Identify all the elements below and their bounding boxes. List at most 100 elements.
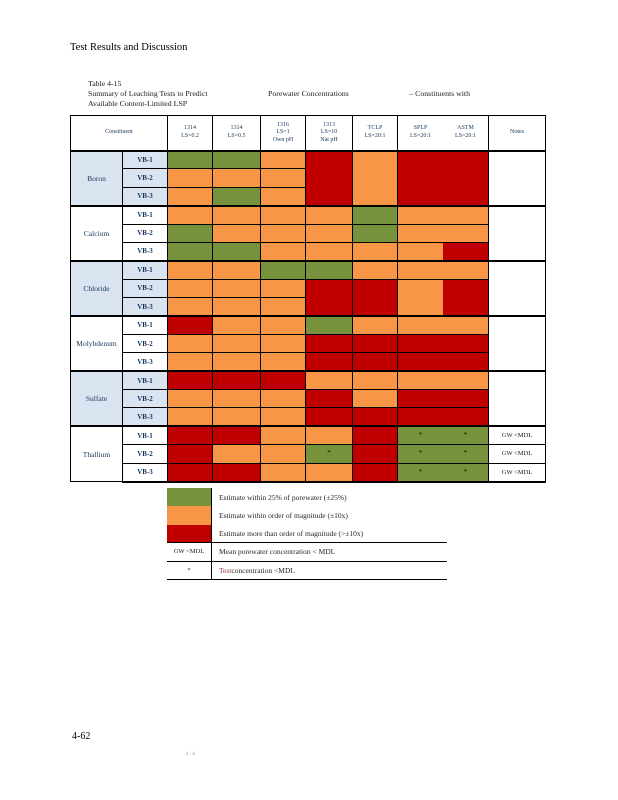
matrix-cell-chloride-vb-2-c1 xyxy=(167,278,214,299)
matrix-row-chloride-vb-2: VB-2 xyxy=(71,278,546,317)
legend-swatch-orange xyxy=(167,506,212,525)
legend-row-3: Estimate more than order of magnitude (>… xyxy=(167,524,447,544)
constituent-sulfate: Sulfate xyxy=(70,370,123,427)
matrix-cell-calcium-vb-3-c3 xyxy=(260,241,307,262)
matrix-cell-sulfate-vb-2-splp-astm xyxy=(397,389,490,409)
matrix-cell-boron-vb-1-c7 xyxy=(443,152,488,205)
constituent-chloride: Chloride xyxy=(70,259,123,317)
results-matrix-table: Constituent 1314 LS=0.2 1314 LS=0.5 1316 LS=1 O… xyxy=(69,115,547,483)
matrix-cell-calcium-vb-2-c4 xyxy=(305,223,354,243)
legend-row-1: Estimate within 25% of porewater (±25%) xyxy=(167,488,447,507)
legend-description-1: Estimate within 25% of porewater (±25%) xyxy=(212,488,447,506)
splp-astm-halves xyxy=(398,390,488,407)
matrix-cell-molybdenum-vb-2-c6 xyxy=(398,335,444,352)
matrix-cell-chloride-vb-1-c4 xyxy=(305,259,354,280)
matrix-cell-molybdenum-vb-1-c3 xyxy=(260,314,307,335)
splp-astm-halves: * * xyxy=(398,428,488,444)
col-header-1316: 1316 LS=1 Own pH xyxy=(260,115,307,152)
note-calcium xyxy=(488,204,547,262)
matrix-cell-calcium-vb-1-splp-astm xyxy=(397,204,490,225)
col-header-1313: 1313 LS=10 Nat pH xyxy=(305,115,354,152)
legend-description-4: Mean porewater concentration < MDL xyxy=(212,543,447,560)
sample-label-molybdenum-vb-3: VB-3 xyxy=(121,352,169,372)
matrix-cell-molybdenum-vb-3-c6 xyxy=(398,353,444,371)
matrix-cell-boron-vb-2-c2 xyxy=(212,168,262,188)
matrix-header-row: Constituent 1314 LS=0.2 1314 LS=0.5 1316 LS=1 O… xyxy=(69,115,547,152)
matrix-cell-calcium-vb-3-c5 xyxy=(352,241,399,262)
matrix-cell-calcium-vb-1-c7 xyxy=(443,207,488,224)
matrix-cell-thallium-vb-3-c5 xyxy=(352,462,399,483)
matrix-cell-thallium-vb-3-c1 xyxy=(167,462,214,483)
legend-text-segment: Estimate more than order of magnitude (>… xyxy=(219,528,364,538)
matrix-cell-calcium-vb-2-c5 xyxy=(352,223,399,243)
sample-label-boron-vb-2: VB-2 xyxy=(121,168,169,188)
col-header-line: LS=20:1 xyxy=(409,132,432,139)
matrix-row-molybdenum-vb-3: VB-3 xyxy=(71,352,546,372)
matrix-cell-sulfate-vb-2-c3 xyxy=(260,389,307,409)
matrix-cell-thallium-vb-2-c4: * xyxy=(305,444,354,464)
col-header-splp-astm: SPLP LS=20:1 ASTM LS=20:1 xyxy=(397,115,490,152)
table-title-part-3: – Constituents with xyxy=(409,89,470,98)
sample-label-chloride-vb-3: VB-3 xyxy=(121,297,169,317)
section-header: Test Results and Discussion xyxy=(70,42,188,53)
matrix-cell-boron-vb-1-c4 xyxy=(305,149,354,207)
matrix-cell-thallium-vb-1-c1 xyxy=(167,425,214,446)
matrix-cell-calcium-vb-3-c6 xyxy=(398,243,444,260)
matrix-cell-calcium-vb-2-c1 xyxy=(167,223,214,243)
matrix-cell-thallium-vb-2-c1 xyxy=(167,444,214,464)
note-thallium-vb-2: GW <MDL xyxy=(488,444,547,464)
matrix-cell-boron-vb-1-c6 xyxy=(398,152,444,205)
legend-text-segment: Estimate within 25% of porewater (±25%) xyxy=(219,492,347,502)
legend-row-2: Estimate within order of magnitude (±10x… xyxy=(167,506,447,525)
col-header-line: LS=20:1 xyxy=(364,132,386,139)
col-header-splp-astm-split: SPLP LS=20:1 ASTM LS=20:1 xyxy=(399,117,488,149)
col-header-line: Nat pH xyxy=(320,136,338,143)
matrix-cell-chloride-vb-1-splp-astm xyxy=(397,259,490,280)
matrix-cell-sulfate-vb-3-c2 xyxy=(212,407,262,427)
col-header-line: SPLP xyxy=(413,125,428,132)
sample-label-sulfate-vb-2: VB-2 xyxy=(121,389,169,409)
col-header-line: Own pH xyxy=(272,136,294,143)
splp-astm-halves xyxy=(398,353,488,371)
matrix-cell-thallium-vb-2-c2 xyxy=(212,444,262,464)
matrix-cell-chloride-vb-1-c2 xyxy=(212,259,262,280)
matrix-row-calcium-vb-1: Calcium VB-1 xyxy=(70,204,547,262)
matrix-row-sulfate-vb-1: Sulfate VB-1 xyxy=(70,370,547,427)
matrix-cell-molybdenum-vb-1-c1 xyxy=(167,314,214,335)
matrix-cell-chloride-vb-1-c5 xyxy=(352,259,399,280)
matrix-cell-chloride-vb-1-c1 xyxy=(167,259,214,280)
matrix-cell-sulfate-vb-2-c1 xyxy=(167,389,214,409)
matrix-cell-molybdenum-vb-2-c4 xyxy=(305,333,354,354)
matrix-cell-calcium-vb-1-c5 xyxy=(352,204,399,225)
sample-label-sulfate-vb-1: VB-1 xyxy=(121,370,169,391)
legend-text-segment: concentration <MDL xyxy=(231,565,295,575)
note-thallium-vb-1: GW <MDL xyxy=(488,425,547,446)
col-header-line: LS=10 xyxy=(320,129,338,135)
splp-astm-halves xyxy=(398,207,488,224)
constituent-boron: Boron xyxy=(70,149,123,207)
footer-page-number: 4-62 xyxy=(72,731,91,742)
note-molybdenum xyxy=(488,315,547,372)
matrix-cell-calcium-vb-3-c4 xyxy=(305,241,354,262)
matrix-cell-chloride-vb-2-splp-astm xyxy=(397,278,490,317)
matrix-cell-sulfate-vb-1-c6 xyxy=(398,373,444,389)
matrix-cell-chloride-vb-1-c3 xyxy=(260,259,307,280)
matrix-row-boron-vb-1: Boron VB-1 xyxy=(70,149,547,207)
matrix-cell-thallium-vb-1-splp-astm: * * xyxy=(397,425,490,446)
matrix-cell-boron-vb-2-c1 xyxy=(167,168,214,188)
legend-text-highlight: Test xyxy=(219,565,232,575)
matrix-cell-thallium-vb-2-c7: * xyxy=(443,445,488,463)
matrix-cell-sulfate-vb-3-c4 xyxy=(305,407,354,427)
matrix-row-calcium-vb-2: VB-2 xyxy=(71,223,546,243)
matrix-cell-sulfate-vb-2-c2 xyxy=(212,389,262,409)
col-header-splp: SPLP LS=20:1 xyxy=(399,125,444,140)
matrix-cell-chloride-vb-3-c3 xyxy=(260,297,307,317)
matrix-body: Boron VB-1 VB-2 VB-3 Calcium VB-1 VB-2 VB-3 Chlo… xyxy=(70,149,547,483)
matrix-row-chloride-vb-3: VB-3 xyxy=(71,297,546,317)
matrix-cell-molybdenum-vb-1-c6 xyxy=(398,318,444,334)
matrix-cell-molybdenum-vb-2-c3 xyxy=(260,333,307,354)
table-title-subline: Available Content-Limited LSP xyxy=(88,99,188,108)
splp-astm-halves xyxy=(398,225,488,242)
matrix-cell-molybdenum-vb-1-splp-astm xyxy=(397,314,490,335)
